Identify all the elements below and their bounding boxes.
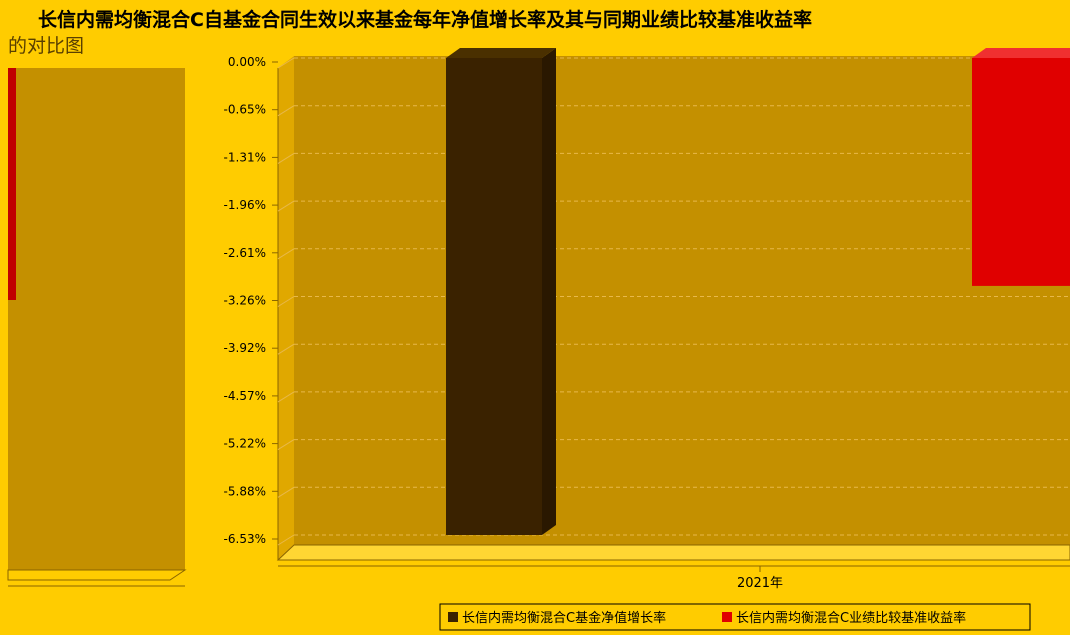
y-tick-label: -6.53% xyxy=(224,532,266,546)
gridline-wall xyxy=(277,534,295,546)
gridline-wall xyxy=(277,343,295,355)
y-tick-label: -5.22% xyxy=(224,437,266,451)
gridline-wall xyxy=(277,439,295,451)
left-panel xyxy=(7,68,187,587)
chart-title-line2: 的对比图 xyxy=(8,35,84,57)
y-tick-label: -4.57% xyxy=(224,389,266,403)
plot-background xyxy=(294,56,1070,545)
y-tick-label: -2.61% xyxy=(224,246,266,260)
plot-floor xyxy=(276,544,1070,561)
legend-box xyxy=(439,603,1031,631)
gridline-wall xyxy=(277,486,295,498)
gridline-wall xyxy=(277,248,295,260)
x-tick-label-2021: 2021年 xyxy=(737,576,783,591)
gridline-wall xyxy=(277,57,295,69)
y-tick-label: -1.96% xyxy=(224,198,266,212)
chart-title-line1: 长信内需均衡混合C自基金合同生效以来基金每年净值增长率及其与同期业绩比较基准收益… xyxy=(38,8,812,31)
gridline-wall xyxy=(277,391,295,403)
y-axis-ticks: 0.00% -0.65% -1.31% -1.96% -2.61% -3.26% -3.92… xyxy=(224,55,278,546)
y-tick-label: -3.92% xyxy=(224,341,266,355)
gridline-wall xyxy=(277,152,295,164)
left-panel-partial-bar xyxy=(8,68,16,300)
legend-label-benchmark: 长信内需均衡混合C业绩比较基准收益率 xyxy=(736,610,966,626)
legend-swatch-benchmark xyxy=(722,612,732,622)
bars xyxy=(446,48,1070,535)
gridline-wall xyxy=(277,105,295,117)
gridlines xyxy=(277,57,1070,546)
legend: 长信内需均衡混合C基金净值增长率 长信内需均衡混合C业绩比较基准收益率 xyxy=(439,603,1031,631)
bar-benchmark-2021 xyxy=(972,48,1070,286)
y-tick-label: 0.00% xyxy=(228,55,266,69)
y-tick-label: -5.88% xyxy=(224,484,266,498)
y-tick-label: -1.31% xyxy=(224,150,266,164)
y-tick-label: -0.65% xyxy=(224,103,266,117)
left-panel-fill xyxy=(8,68,185,570)
gridline-wall xyxy=(277,296,295,307)
left-panel-floor xyxy=(7,569,187,581)
y-tick-label: -3.26% xyxy=(224,294,266,308)
gridline-wall xyxy=(277,200,295,212)
legend-label-fund: 长信内需均衡混合C基金净值增长率 xyxy=(462,610,666,626)
bar-fund-2021 xyxy=(446,48,556,535)
plot-area: 0.00% -0.65% -1.31% -1.96% -2.61% -3.26% -3.92… xyxy=(224,48,1070,591)
legend-swatch-fund xyxy=(448,612,458,622)
